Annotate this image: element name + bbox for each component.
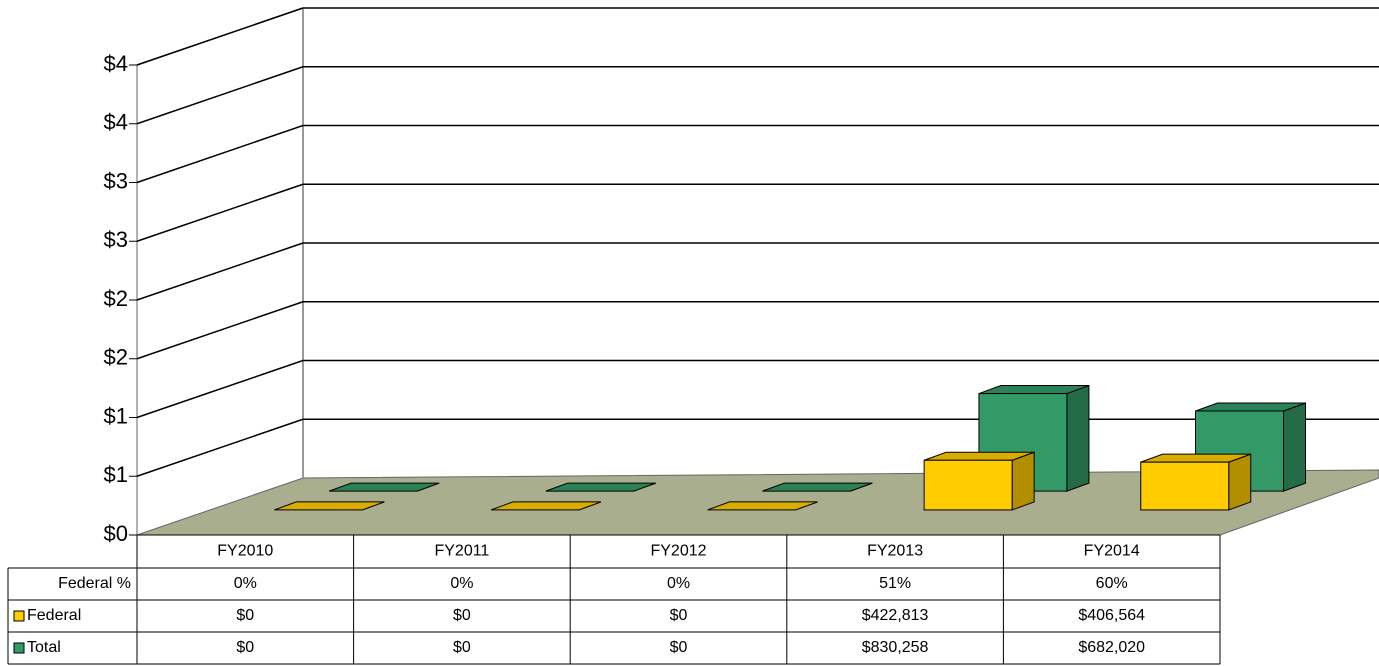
table-value: $0 bbox=[236, 607, 254, 624]
y-tick-label: $3 bbox=[104, 227, 128, 252]
legend-label: Total bbox=[27, 639, 61, 656]
x-tick-label: FY2013 bbox=[867, 543, 923, 560]
bar bbox=[545, 482, 656, 492]
row-label: Federal % bbox=[58, 575, 131, 592]
x-tick-label: FY2010 bbox=[217, 543, 273, 560]
grid-line bbox=[136, 242, 304, 301]
grid-line bbox=[136, 359, 304, 419]
table-value: $830,258 bbox=[862, 639, 929, 656]
table-value: 51% bbox=[879, 575, 911, 592]
table-value: $406,564 bbox=[1078, 607, 1145, 624]
bar-top bbox=[328, 482, 440, 492]
grid-line bbox=[136, 183, 304, 242]
grid-line bbox=[136, 7, 304, 66]
table-value: 60% bbox=[1096, 575, 1128, 592]
table-value: $0 bbox=[453, 607, 471, 624]
y-tick-label: $2 bbox=[104, 345, 128, 370]
bar-side bbox=[1011, 451, 1035, 511]
y-tick-label: $4 bbox=[104, 51, 128, 76]
table-value: $0 bbox=[453, 639, 471, 656]
table-value: 0% bbox=[234, 575, 257, 592]
x-tick-label: FY2012 bbox=[650, 543, 706, 560]
bar-front bbox=[923, 459, 1013, 511]
table-value: $0 bbox=[670, 639, 688, 656]
table-value: 0% bbox=[667, 575, 690, 592]
y-tick-label: $1 bbox=[104, 403, 128, 428]
bar bbox=[1140, 453, 1252, 511]
table-value: $682,020 bbox=[1078, 639, 1145, 656]
bar-top bbox=[762, 482, 873, 492]
grid-line bbox=[136, 124, 304, 184]
x-tick-label: FY2011 bbox=[434, 543, 489, 560]
bar bbox=[762, 482, 873, 492]
y-tick-label: $1 bbox=[104, 462, 128, 487]
bar-top bbox=[545, 482, 656, 492]
legend-swatch bbox=[13, 642, 25, 654]
bar bbox=[490, 501, 602, 511]
y-tick-label: $2 bbox=[104, 286, 128, 311]
bar-top bbox=[490, 501, 602, 511]
bar bbox=[707, 501, 818, 511]
grid-line bbox=[136, 418, 304, 477]
grid-line bbox=[136, 66, 304, 125]
bar bbox=[328, 482, 440, 492]
bar-side bbox=[1228, 453, 1252, 511]
grid-line bbox=[136, 301, 304, 360]
table-value: 0% bbox=[450, 575, 473, 592]
table-value: $0 bbox=[670, 607, 688, 624]
bar-side bbox=[1283, 402, 1307, 492]
bar bbox=[274, 501, 385, 511]
bar-side bbox=[1066, 384, 1090, 492]
bar bbox=[923, 451, 1035, 511]
y-tick-label: $3 bbox=[104, 168, 128, 193]
x-tick-label: FY2014 bbox=[1084, 543, 1140, 560]
bar-top bbox=[707, 501, 818, 511]
legend-swatch bbox=[13, 610, 25, 622]
table-value: $422,813 bbox=[862, 607, 929, 624]
y-tick-label: $4 bbox=[104, 110, 128, 135]
bar-top bbox=[274, 501, 385, 511]
table-value: $0 bbox=[236, 639, 254, 656]
bar-front bbox=[1140, 461, 1230, 511]
y-tick-label: $0 bbox=[104, 521, 128, 546]
legend-label: Federal bbox=[27, 607, 81, 624]
